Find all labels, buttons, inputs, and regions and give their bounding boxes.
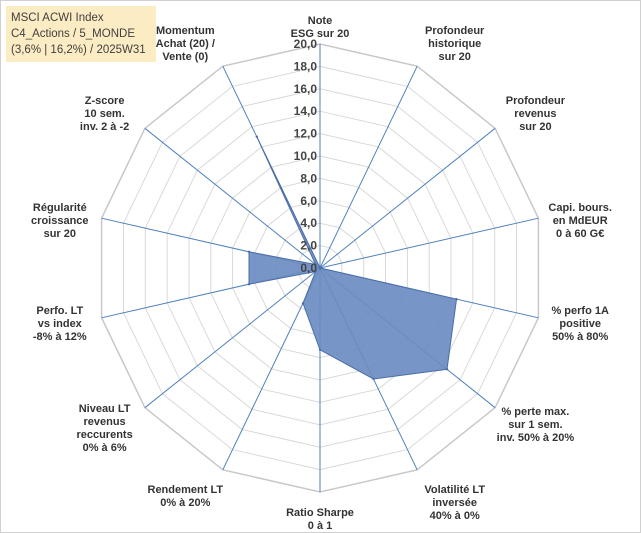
- category-label-line: en MdEUR: [553, 215, 608, 227]
- data-point: [318, 266, 322, 270]
- category-label-line: Z-score: [85, 95, 125, 107]
- axis-spoke: [144, 267, 321, 409]
- category-label-line: historique: [428, 38, 481, 50]
- tick-label: 16,0: [294, 82, 318, 96]
- category-label-line: sur 1 sem.: [508, 419, 562, 431]
- tick-label: 12,0: [294, 127, 318, 141]
- category-label-line: % perte max.: [501, 406, 569, 418]
- series-area: [248, 136, 458, 380]
- data-point: [247, 250, 251, 253]
- category-label-line: 40% à 0%: [430, 510, 480, 522]
- category-label: Capi. bours. en MdEUR 0 à 60 G€: [548, 202, 612, 240]
- category-label: Ratio Sharpe 0 à 1: [286, 507, 354, 532]
- category-label: Niveau LT revenus reccurents 0% à 6%: [76, 403, 132, 454]
- category-label-line: Rendement LT: [148, 484, 224, 496]
- axis-spoke: [319, 65, 418, 269]
- category-label: Régularité croissance sur 20: [31, 202, 88, 240]
- title-line-1: MSCI ACWI Index: [11, 12, 104, 24]
- category-label: Z-score 10 sem. inv. 2 à -2: [80, 95, 129, 133]
- category-label-line: Vente (0): [162, 51, 208, 63]
- category-label-line: 0 à 1: [308, 520, 332, 532]
- category-label-line: sur 20: [438, 51, 470, 63]
- title-line-3: (3,6% | 16,2%) / 2025W31: [11, 44, 146, 56]
- category-label: Rendement LT 0% à 20%: [148, 484, 224, 509]
- data-point: [314, 270, 317, 273]
- tick-label: 8,0: [300, 171, 317, 185]
- category-label-line: inv. 2 à -2: [80, 121, 129, 133]
- data-point: [455, 298, 458, 301]
- category-label-line: ESG sur 20: [291, 28, 350, 40]
- chart-title-box: MSCI ACWI Index C4_Actions / 5_MONDE (3,…: [6, 6, 156, 62]
- category-label-line: 50% à 80%: [552, 331, 608, 343]
- category-label: Perfo. LT vs index -8% à 12%: [33, 305, 87, 343]
- category-label-line: 0% à 6%: [83, 442, 127, 454]
- category-label: Profondeur historique sur 20: [425, 25, 485, 63]
- category-label: Profondeur revenus sur 20: [506, 95, 566, 133]
- category-label-line: -8% à 12%: [33, 331, 87, 343]
- category-label-line: revenus: [514, 108, 556, 120]
- category-label-line: Capi. bours.: [548, 202, 612, 214]
- category-label-line: Régularité: [33, 202, 87, 214]
- category-label: % perfo 1A positive 50% à 80%: [551, 305, 609, 343]
- data-point: [255, 135, 258, 138]
- tick-label: 6,0: [300, 194, 317, 208]
- data-point: [372, 377, 375, 381]
- category-label-line: Profondeur: [506, 95, 566, 107]
- category-label: Note ESG sur 20: [291, 15, 350, 40]
- tick-label: 4,0: [300, 216, 317, 230]
- tick-label: 10,0: [294, 149, 318, 163]
- category-label-line: Volatilité LT: [424, 484, 485, 496]
- data-point: [445, 368, 449, 371]
- title-line-2: C4_Actions / 5_MONDE: [11, 28, 135, 40]
- category-label-line: inv. 50% à 20%: [497, 432, 575, 444]
- tick-label: 20,0: [294, 37, 318, 51]
- category-label-line: Momentum: [156, 25, 215, 37]
- category-label: Momentum Achat (20) / Vente (0): [156, 25, 215, 63]
- axis-spoke: [319, 127, 496, 269]
- data-point: [247, 283, 251, 286]
- category-label-line: revenus: [83, 416, 125, 428]
- tick-label: 0,0: [300, 261, 317, 275]
- tick-label: 14,0: [294, 104, 318, 118]
- axis-spoke: [144, 127, 321, 269]
- category-label-line: vs index: [38, 318, 83, 330]
- category-label: % perte max. sur 1 sem. inv. 50% à 20%: [497, 406, 575, 444]
- category-label-line: positive: [559, 318, 601, 330]
- axis-spoke: [319, 217, 539, 269]
- data-point: [314, 263, 317, 266]
- data-point: [301, 302, 305, 305]
- category-label-line: sur 20: [44, 228, 76, 240]
- category-label-line: Achat (20) /: [156, 38, 215, 50]
- category-label-line: sur 20: [519, 121, 551, 133]
- category-label-line: Note: [308, 15, 332, 27]
- category-label-line: Profondeur: [425, 25, 485, 37]
- category-label-line: Niveau LT: [79, 403, 131, 415]
- category-label-line: % perfo 1A: [551, 305, 609, 317]
- tick-label: 2,0: [300, 239, 317, 253]
- tick-label: 18,0: [294, 59, 318, 73]
- category-label-line: Ratio Sharpe: [286, 507, 354, 519]
- category-label-line: croissance: [31, 215, 88, 227]
- category-label-line: Perfo. LT: [36, 305, 83, 317]
- category-label: Volatilité LT inversée 40% à 0%: [424, 484, 485, 522]
- data-point: [318, 348, 322, 351]
- category-label-line: reccurents: [76, 429, 132, 441]
- category-label-line: inversée: [432, 497, 477, 509]
- category-label-line: 10 sem.: [84, 108, 124, 120]
- category-label-line: 0% à 20%: [160, 497, 210, 509]
- category-label-line: 0 à 60 G€: [556, 228, 604, 240]
